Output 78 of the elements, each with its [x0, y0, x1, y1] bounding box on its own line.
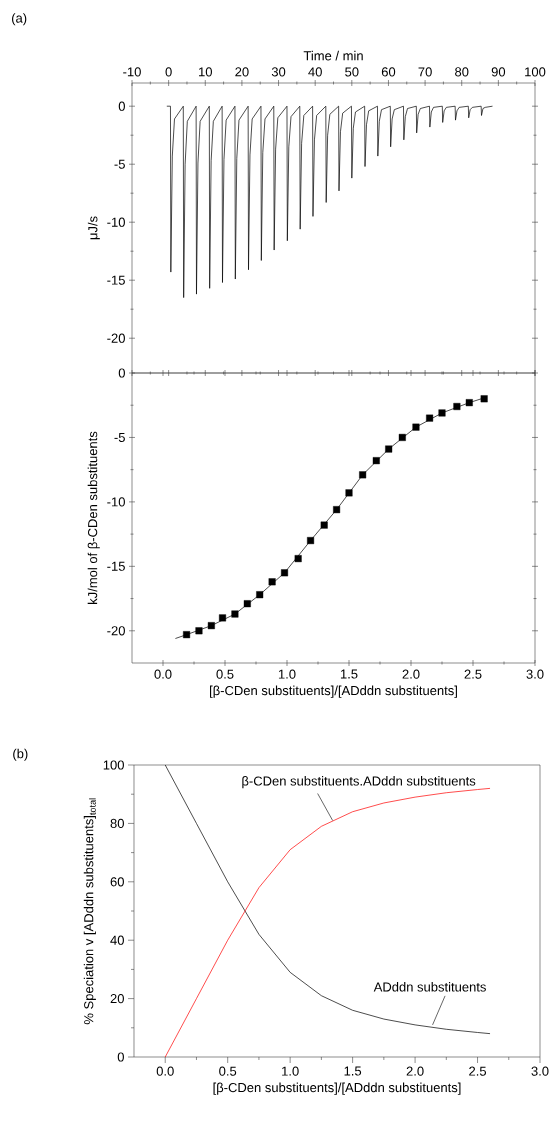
- x-tick-label: 1.5: [344, 1066, 362, 1076]
- x-tick-label: 30: [271, 67, 286, 77]
- x-tick-label: 70: [418, 67, 432, 77]
- x-tick-label: 2.5: [464, 669, 482, 679]
- x-tick-label: 1.5: [340, 669, 358, 679]
- x-tick-label: 0: [165, 67, 172, 77]
- point: [345, 489, 353, 497]
- x-tick-label: 1.0: [282, 1066, 299, 1076]
- annotation: ADddn substituents: [373, 982, 486, 992]
- x-axis-title: [β-CDen substituents]/[ADddn substituents]: [210, 685, 457, 698]
- y-tick-label: -20: [107, 333, 125, 343]
- point: [294, 555, 302, 563]
- point: [465, 399, 473, 407]
- line-series: [166, 105, 493, 298]
- y-tick-label: -5: [114, 159, 125, 169]
- y-tick-label: 0: [118, 368, 125, 378]
- y-tick-label: 20: [110, 994, 124, 1004]
- y-tick-label: -5: [114, 432, 125, 442]
- x-tick-label: 3.0: [531, 1066, 549, 1076]
- x-tick-label: 90: [491, 67, 506, 77]
- text: (b): [13, 748, 28, 761]
- x-axis-title: Time / min: [303, 50, 363, 61]
- x-tick-label: 80: [455, 67, 469, 77]
- point: [438, 409, 446, 417]
- x-tick-label: 2.0: [406, 1066, 424, 1076]
- text: (a): [12, 13, 27, 26]
- point: [372, 457, 380, 465]
- point: [307, 537, 315, 545]
- y-tick-label: -10: [107, 497, 125, 507]
- x-tick-label: 10: [199, 67, 212, 77]
- x-tick-label: 3.0: [526, 669, 544, 679]
- y-tick-label: -10: [107, 217, 125, 227]
- point: [183, 631, 191, 639]
- line-series: [164, 764, 491, 1034]
- x-tick-label: 1.0: [278, 669, 296, 679]
- x-tick-label: 100: [525, 67, 546, 77]
- point: [359, 471, 367, 479]
- point: [281, 569, 289, 577]
- point: [398, 433, 406, 441]
- point: [453, 403, 461, 411]
- point: [195, 627, 203, 635]
- y-tick-label: -20: [107, 626, 125, 636]
- x-tick-label: 0.5: [216, 669, 234, 679]
- annotation: β-CDen substituents.ADddn substituents: [242, 776, 476, 789]
- point: [207, 622, 215, 630]
- point: [243, 600, 251, 608]
- y-axis-title: kJ/mol of β-CDen substituents: [87, 431, 100, 604]
- y-tick-label: -15: [107, 275, 125, 285]
- y-axis-title: % Speciation v [ADddn substituents]$_{total}$: [83, 798, 96, 1025]
- point: [256, 591, 264, 599]
- y-axis-title: μJ/s: [87, 216, 100, 240]
- point: [231, 610, 239, 618]
- y-tick-label: 80: [110, 818, 124, 829]
- point: [320, 521, 328, 529]
- y-tick-label: 100: [103, 760, 124, 770]
- point: [480, 395, 488, 403]
- point: [333, 506, 341, 514]
- line-series: [164, 788, 491, 1058]
- x-tick-label: 0.0: [156, 1066, 174, 1076]
- point: [219, 614, 227, 622]
- x-tick-label: 60: [381, 67, 396, 77]
- y-tick-label: 0: [118, 101, 125, 111]
- x-tick-label: 2.0: [402, 669, 420, 679]
- x-tick-label: 20: [235, 67, 249, 77]
- x-tick-label: 0.5: [219, 1066, 237, 1076]
- point: [426, 414, 434, 422]
- y-tick-label: -15: [107, 561, 125, 571]
- x-axis-title: [β-CDen substituents]/[ADddn substituents]: [213, 1082, 461, 1095]
- x-tick-label: 0.0: [154, 669, 172, 679]
- point: [268, 578, 276, 586]
- x-tick-label: 2.5: [469, 1066, 487, 1076]
- x-tick-label: 50: [345, 67, 359, 77]
- y-tick-label: 60: [110, 877, 124, 887]
- x-tick-label: 40: [308, 67, 322, 77]
- point: [412, 423, 420, 431]
- y-tick-label: 0: [117, 1052, 124, 1062]
- point: [385, 445, 393, 453]
- y-tick-label: 40: [110, 935, 124, 945]
